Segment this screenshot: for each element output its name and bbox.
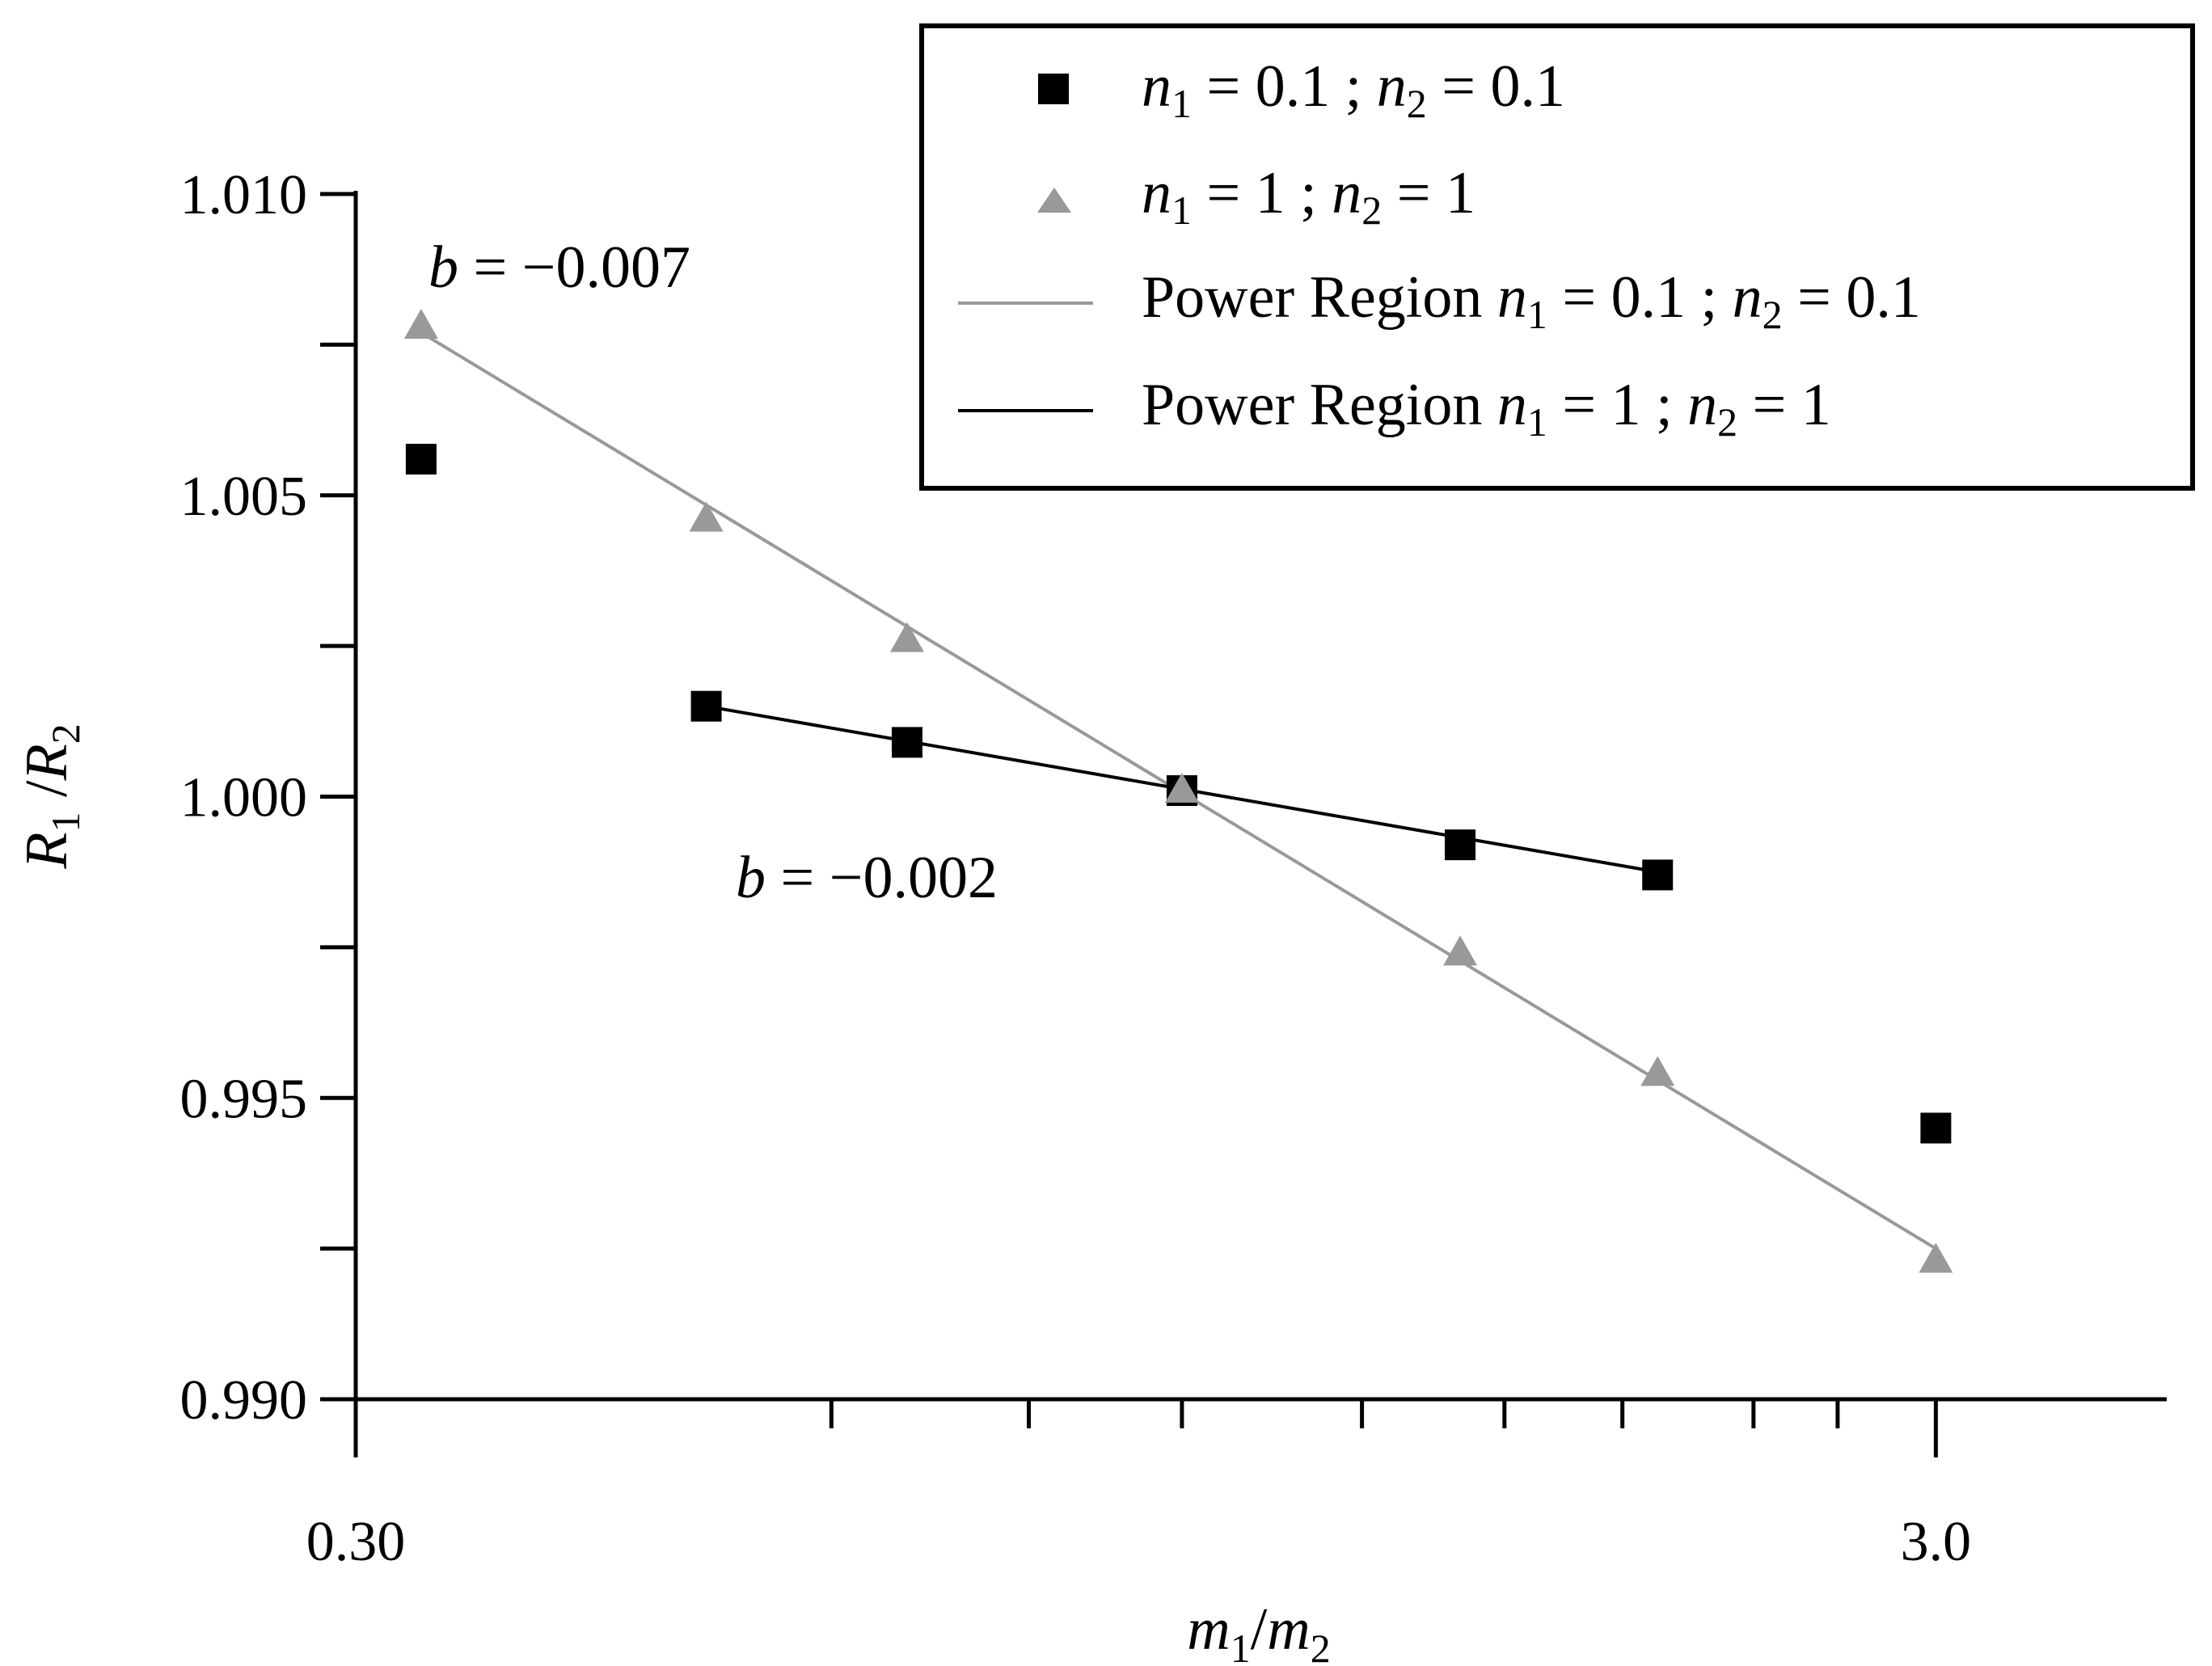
x-ticks: 0.30 3.0: [306, 1399, 1971, 1573]
data-point-square: [1642, 859, 1674, 891]
y-axis-title: R1 /R2: [14, 723, 88, 869]
data-point-square: [690, 690, 722, 722]
data-point-triangle: [1164, 773, 1199, 803]
x-tick-label: 3.0: [1901, 1511, 1972, 1573]
data-point-triangle: [689, 501, 724, 532]
data-points: [403, 309, 1953, 1273]
x-tick-label: 0.30: [306, 1511, 406, 1573]
legend-marker-gray-triangle: [1037, 188, 1071, 213]
data-point-square: [405, 444, 437, 475]
y-tick-label: 1.000: [180, 767, 308, 829]
x-axis-title: m1/m2: [1187, 1596, 1330, 1666]
slope-annotation-black: b = −0.002: [736, 845, 998, 911]
data-point-square: [891, 727, 922, 758]
data-point-triangle: [403, 309, 438, 340]
y-ticks: 0.990 0.995 1.000 1.005 1.010: [180, 164, 356, 1432]
legend-label-3: Power Region n1 = 1 ; n2 = 1: [1142, 372, 1831, 445]
y-tick-label: 1.010: [180, 164, 308, 226]
legend-box: [919, 23, 2195, 491]
data-point-triangle: [889, 622, 924, 652]
y-tick-label: 1.005: [180, 466, 308, 528]
data-point-square: [1445, 829, 1476, 861]
slope-annotation-gray: b = −0.007: [428, 234, 690, 301]
legend-label-2: Power Region n1 = 0.1 ; n2 = 0.1: [1142, 264, 1921, 337]
y-tick-label: 0.990: [180, 1369, 308, 1432]
legend-label-0: n1 = 0.1 ; n2 = 0.1: [1142, 53, 1565, 126]
data-point-triangle: [1640, 1056, 1675, 1086]
legend: n1 = 0.1 ; n2 = 0.1 n1 = 1 ; n2 = 1 Powe…: [919, 23, 2195, 491]
plot-area: 0.990 0.995 1.000 1.005 1.010 0.30 3.0 b = −0…: [14, 164, 2167, 1666]
data-point-square: [1920, 1112, 1952, 1144]
data-point-triangle: [1919, 1242, 1953, 1273]
legend-marker-black-square: [1038, 74, 1069, 104]
y-tick-label: 0.995: [180, 1068, 308, 1130]
data-point-triangle: [1443, 935, 1478, 966]
legend-label-1: n1 = 1 ; n2 = 1: [1142, 160, 1475, 233]
